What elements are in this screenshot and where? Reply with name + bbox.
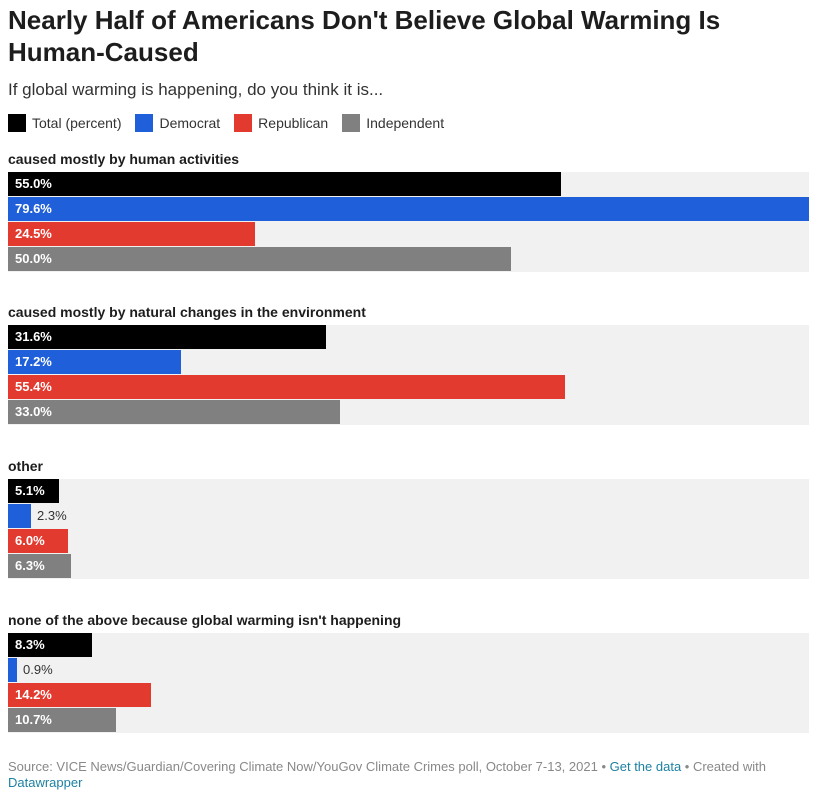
bar-row-independent: 10.7% [8,708,809,733]
bar-row-democrat: 79.6% [8,197,809,222]
data-label-independent: 50.0% [15,251,52,266]
data-label-republican: 55.4% [15,379,52,394]
chart-subtitle: If global warming is happening, do you t… [8,80,384,99]
legend-swatch-total [8,114,26,132]
bar-total [8,172,561,196]
data-label-democrat: 2.3% [37,508,67,523]
bar-row-republican: 55.4% [8,375,809,400]
data-label-republican: 6.0% [15,533,45,548]
footer-source: Source: VICE News/Guardian/Covering Clim… [8,759,598,774]
bar-row-republican: 6.0% [8,529,809,554]
legend-item-democrat: Democrat [135,114,220,132]
bar-row-republican: 14.2% [8,683,809,708]
bar-row-republican: 24.5% [8,222,809,247]
footer-created-with: • Created with [681,759,766,774]
data-label-independent: 33.0% [15,404,52,419]
data-label-independent: 6.3% [15,558,45,573]
data-label-republican: 14.2% [15,687,52,702]
legend-label-independent: Independent [366,115,445,131]
legend: Total (percent) Democrat Republican Inde… [8,114,458,132]
bar-democrat [8,350,181,374]
data-label-total: 31.6% [15,329,52,344]
data-label-independent: 10.7% [15,712,52,727]
legend-label-total: Total (percent) [32,115,122,131]
category-label: caused mostly by natural changes in the … [8,304,366,320]
category-label: other [8,458,43,474]
bar-democrat [8,658,17,682]
bar-row-independent: 33.0% [8,400,809,425]
data-label-total: 55.0% [15,176,52,191]
bar-row-democrat: 17.2% [8,350,809,375]
legend-swatch-independent [342,114,361,132]
bar-democrat [8,197,809,221]
data-label-total: 8.3% [15,637,45,652]
legend-swatch-republican [234,114,253,132]
bar-row-total: 5.1% [8,479,809,504]
bar-total [8,479,59,503]
data-label-democrat: 0.9% [23,662,53,677]
bar-track [8,479,809,579]
bar-republican [8,222,255,246]
bar-republican [8,683,151,707]
bar-republican [8,375,565,399]
get-the-data-link[interactable]: Get the data [609,759,682,774]
data-label-republican: 24.5% [15,226,52,241]
bar-row-independent: 6.3% [8,554,809,579]
legend-item-total: Total (percent) [8,114,121,132]
bar-row-total: 31.6% [8,325,809,350]
data-label-democrat: 79.6% [15,201,52,216]
legend-label-democrat: Democrat [159,115,221,131]
category-label: none of the above because global warming… [8,612,402,628]
bar-total [8,633,92,657]
bar-row-total: 8.3% [8,633,809,658]
legend-item-independent: Independent [342,114,444,132]
legend-item-republican: Republican [234,114,328,132]
bar-independent [8,400,340,424]
bar-democrat [8,504,31,528]
legend-label-republican: Republican [258,115,329,131]
bar-independent [8,708,116,732]
datawrapper-link[interactable]: Datawrapper [8,775,83,790]
data-label-total: 5.1% [15,483,45,498]
bar-row-democrat: 2.3% [8,504,809,529]
bar-total [8,325,326,349]
data-label-democrat: 17.2% [15,354,52,369]
bar-independent [8,554,71,578]
category-label: caused mostly by human activities [8,151,240,167]
chart-title: Nearly Half of Americans Don't Believe G… [8,5,721,67]
footer: Source: VICE News/Guardian/Covering Clim… [8,759,808,791]
bar-row-independent: 50.0% [8,247,809,272]
bar-independent [8,247,511,271]
bar-row-democrat: 0.9% [8,658,809,683]
footer-separator: • [597,759,610,774]
legend-swatch-democrat [135,114,154,132]
bar-republican [8,529,68,553]
bar-row-total: 55.0% [8,172,809,197]
